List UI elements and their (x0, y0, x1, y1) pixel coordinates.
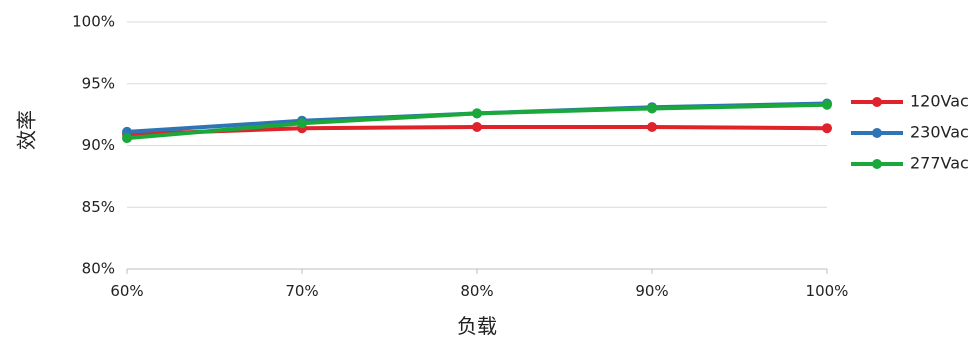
data-point (472, 108, 482, 119)
legend-label: 230Vac (910, 123, 969, 142)
legend-swatch-marker (872, 97, 882, 107)
x-tick-label: 60% (110, 282, 143, 300)
data-point (822, 99, 832, 110)
data-point (122, 133, 132, 144)
legend-label: 120Vac (910, 92, 969, 111)
x-tick-label: 70% (285, 282, 318, 300)
y-tick-label: 80% (82, 260, 115, 278)
x-tick-label: 80% (460, 282, 493, 300)
legend-label: 277Vac (910, 154, 969, 173)
legend: 120Vac 230Vac 277Vac (851, 92, 969, 173)
legend-item: 230Vac (851, 123, 969, 142)
y-tick-label: 90% (82, 136, 115, 154)
x-tick-label: 100% (806, 282, 849, 300)
data-point (297, 118, 307, 129)
x-axis-ticks: 60% 70% 80% 90% 100% (110, 269, 848, 300)
data-point (647, 103, 657, 114)
series-277Vac (122, 99, 832, 144)
y-tick-label: 100% (72, 13, 115, 31)
data-point (822, 123, 832, 134)
legend-swatch-marker (872, 159, 882, 169)
y-tick-label: 95% (82, 74, 115, 92)
legend-item: 277Vac (851, 154, 969, 173)
y-axis-title: 效率 (15, 110, 39, 150)
x-axis-title: 负载 (457, 314, 497, 338)
series-group (122, 98, 832, 144)
data-point (647, 121, 657, 132)
legend-item: 120Vac (851, 92, 969, 111)
legend-swatch-marker (872, 128, 882, 138)
y-axis-ticks: 80% 85% 90% 95% 100% (72, 13, 115, 278)
x-tick-label: 90% (635, 282, 668, 300)
data-point (472, 121, 482, 132)
gridlines (127, 21, 827, 208)
y-tick-label: 85% (82, 198, 115, 216)
